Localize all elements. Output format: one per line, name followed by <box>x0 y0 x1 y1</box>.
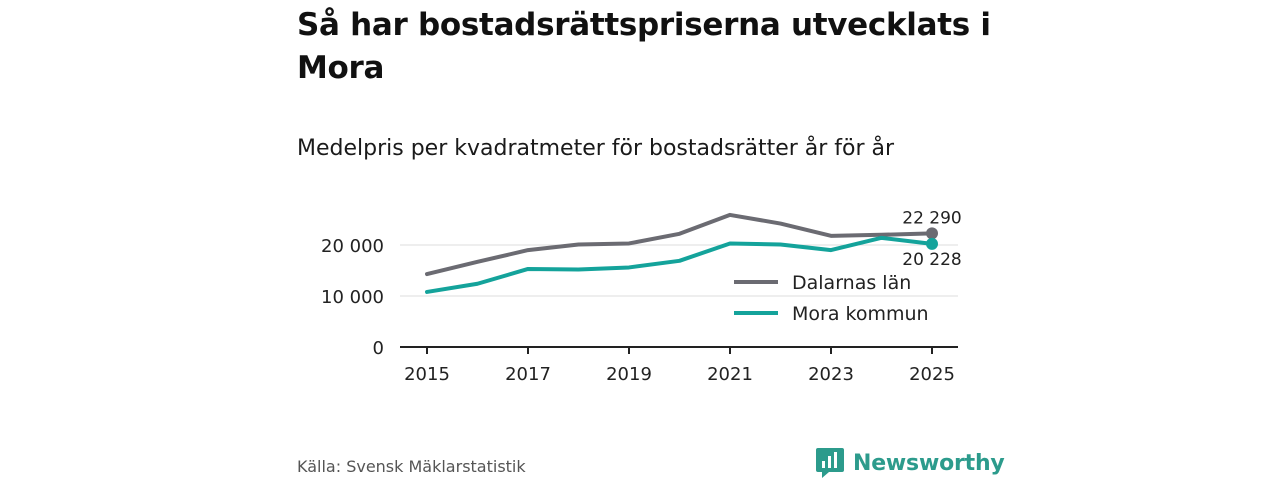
line-chart: 0 10 000 20 000 2015 2017 2019 2021 2023 2025 Dal… <box>321 208 962 385</box>
chart-title: Så har bostadsrättspriserna utvecklats i… <box>297 7 991 86</box>
x-tick-label: 2017 <box>505 364 551 385</box>
y-tick-label: 20 000 <box>321 236 384 257</box>
series-end-marker <box>926 227 938 240</box>
x-tick-label: 2025 <box>909 364 955 385</box>
brand-logo: Newsworthy <box>815 446 1005 480</box>
series-end-marker <box>926 237 938 250</box>
series-end-label: 20 228 <box>902 250 961 270</box>
x-tick-label: 2021 <box>707 364 753 385</box>
legend-label: Mora kommun <box>792 303 929 325</box>
legend-label: Dalarnas län <box>792 272 911 294</box>
y-tick-label: 0 <box>373 338 384 359</box>
y-tick-label: 10 000 <box>321 287 384 308</box>
brand-name: Newsworthy <box>853 450 1005 476</box>
source-text: Källa: Svensk Mäklarstatistik <box>297 457 526 476</box>
newsworthy-logo-icon <box>816 448 844 478</box>
chart-subtitle: Medelpris per kvadratmeter för bostadsrä… <box>297 136 895 161</box>
series-end-label: 22 290 <box>902 208 961 228</box>
series-line <box>425 212 934 277</box>
x-tick-label: 2019 <box>606 364 652 385</box>
x-tick-label: 2015 <box>404 364 450 385</box>
series-line <box>425 235 934 294</box>
x-tick-label: 2023 <box>808 364 854 385</box>
